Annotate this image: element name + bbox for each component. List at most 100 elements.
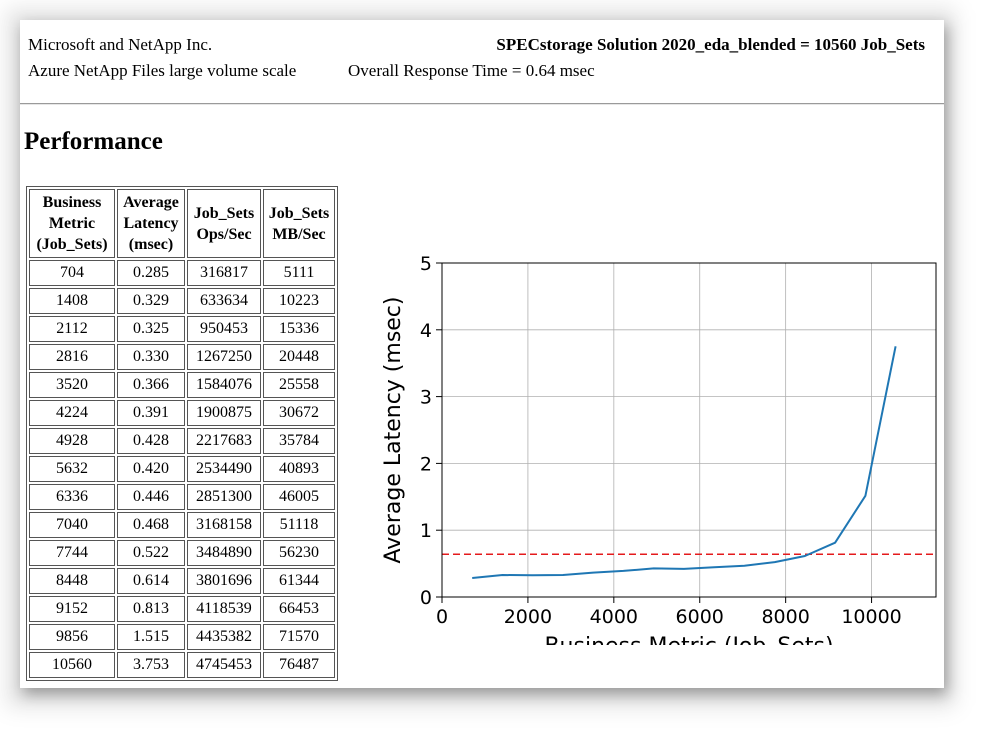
- x-tick-label: 10000: [841, 606, 901, 628]
- y-tick-label: 3: [420, 387, 432, 409]
- table-cell: 3801696: [187, 568, 261, 594]
- table-cell: 0.522: [117, 540, 185, 566]
- table-header-row: Business Metric (Job_Sets) Average Laten…: [29, 189, 335, 258]
- table-cell: 0.813: [117, 596, 185, 622]
- table-row: 5632 0.420 2534490 40893: [29, 456, 335, 482]
- table-cell: 1408: [29, 288, 115, 314]
- y-tick-label: 4: [420, 320, 432, 342]
- latency-series-line: [472, 346, 897, 579]
- x-tick-label: 8000: [761, 606, 809, 628]
- y-tick-label: 0: [420, 587, 432, 609]
- table-cell: 76487: [263, 652, 335, 678]
- table-cell: 9856: [29, 624, 115, 650]
- table-cell: 0.420: [117, 456, 185, 482]
- header-line: MB/Sec: [272, 225, 326, 243]
- table-cell: 25558: [263, 372, 335, 398]
- header-mb-sec: Job_Sets MB/Sec: [263, 189, 335, 258]
- y-tick-label: 1: [420, 520, 432, 542]
- table-cell: 5632: [29, 456, 115, 482]
- table-cell: 9152: [29, 596, 115, 622]
- table-cell: 30672: [263, 400, 335, 426]
- x-tick-label: 2000: [504, 606, 552, 628]
- table-cell: 2816: [29, 344, 115, 370]
- table-cell: 6336: [29, 484, 115, 510]
- table-cell: 633634: [187, 288, 261, 314]
- table-cell: 7744: [29, 540, 115, 566]
- header-line: (Job_Sets): [36, 236, 108, 253]
- table-row: 9152 0.813 4118539 66453: [29, 596, 335, 622]
- table-cell: 1267250: [187, 344, 261, 370]
- table-cell: 15336: [263, 316, 335, 342]
- table-cell: 10223: [263, 288, 335, 314]
- table-cell: 0.446: [117, 484, 185, 510]
- header-ops-sec: Job_Sets Ops/Sec: [187, 189, 261, 258]
- table-cell: 71570: [263, 624, 335, 650]
- table-cell: 2112: [29, 316, 115, 342]
- table-row: 4224 0.391 1900875 30672: [29, 400, 335, 426]
- table-cell: 5111: [263, 260, 335, 286]
- table-row: 8448 0.614 3801696 61344: [29, 568, 335, 594]
- table-row: 7744 0.522 3484890 56230: [29, 540, 335, 566]
- table-cell: 4928: [29, 428, 115, 454]
- header-line: Job_Sets: [193, 204, 255, 222]
- table-cell: 3.753: [117, 652, 185, 678]
- table-cell: 0.285: [117, 260, 185, 286]
- table-cell: 40893: [263, 456, 335, 482]
- header-line: Metric: [48, 215, 96, 232]
- table-cell: 0.366: [117, 372, 185, 398]
- table-cell: 20448: [263, 344, 335, 370]
- table-cell: 3168158: [187, 512, 261, 538]
- x-tick-label: 0: [436, 606, 448, 628]
- table-cell: 4745453: [187, 652, 261, 678]
- header-line: Average: [123, 194, 179, 211]
- table-cell: 66453: [263, 596, 335, 622]
- table-cell: 950453: [187, 316, 261, 342]
- x-tick-label: 4000: [590, 606, 638, 628]
- table-cell: 0.391: [117, 400, 185, 426]
- table-cell: 1.515: [117, 624, 185, 650]
- company-name: Microsoft and NetApp Inc.: [28, 35, 213, 54]
- performance-table: Business Metric (Job_Sets) Average Laten…: [26, 186, 338, 681]
- table-row: 2816 0.330 1267250 20448: [29, 344, 335, 370]
- header-line: Business: [42, 194, 102, 211]
- product-name: Azure NetApp Files large volume scale: [28, 61, 297, 80]
- y-tick-label: 5: [420, 253, 432, 275]
- latency-chart: 0 2000 4000 6000 8000 10000 0 1 2 3 4 5 Business Me…: [381, 253, 937, 645]
- table-cell: 2851300: [187, 484, 261, 510]
- table-cell: 1900875: [187, 400, 261, 426]
- y-tick-label: 2: [420, 453, 432, 475]
- table-cell: 0.614: [117, 568, 185, 594]
- table-cell: 316817: [187, 260, 261, 286]
- table-cell: 3520: [29, 372, 115, 398]
- table-cell: 2534490: [187, 456, 261, 482]
- table-row: 6336 0.446 2851300 46005: [29, 484, 335, 510]
- table-cell: 10560: [29, 652, 115, 678]
- header-line: (msec): [128, 236, 174, 253]
- plot-frame: [441, 262, 937, 598]
- table-cell: 0.428: [117, 428, 185, 454]
- table-cell: 4118539: [187, 596, 261, 622]
- table-cell: 0.330: [117, 344, 185, 370]
- table-cell: 51118: [263, 512, 335, 538]
- table-cell: 704: [29, 260, 115, 286]
- table-row: 704 0.285 316817 5111: [29, 260, 335, 286]
- table-row: 10560 3.753 4745453 76487: [29, 652, 335, 678]
- table-cell: 1584076: [187, 372, 261, 398]
- table-row: 4928 0.428 2217683 35784: [29, 428, 335, 454]
- chart-ticks: 0 2000 4000 6000 8000 10000 0 1 2 3 4 5: [420, 253, 902, 628]
- y-axis-label: Average Latency (msec): [381, 297, 406, 564]
- table-cell: 56230: [263, 540, 335, 566]
- table-cell: 46005: [263, 484, 335, 510]
- response-time: Overall Response Time = 0.64 msec: [348, 61, 595, 80]
- x-tick-label: 6000: [676, 606, 724, 628]
- table-row: 3520 0.366 1584076 25558: [29, 372, 335, 398]
- table-row: 2112 0.325 950453 15336: [29, 316, 335, 342]
- table-row: 1408 0.329 633634 10223: [29, 288, 335, 314]
- table-cell: 0.329: [117, 288, 185, 314]
- section-title: Performance: [24, 128, 163, 155]
- table-cell: 8448: [29, 568, 115, 594]
- chart-grid: [441, 262, 936, 598]
- table-cell: 0.325: [117, 316, 185, 342]
- table-cell: 4224: [29, 400, 115, 426]
